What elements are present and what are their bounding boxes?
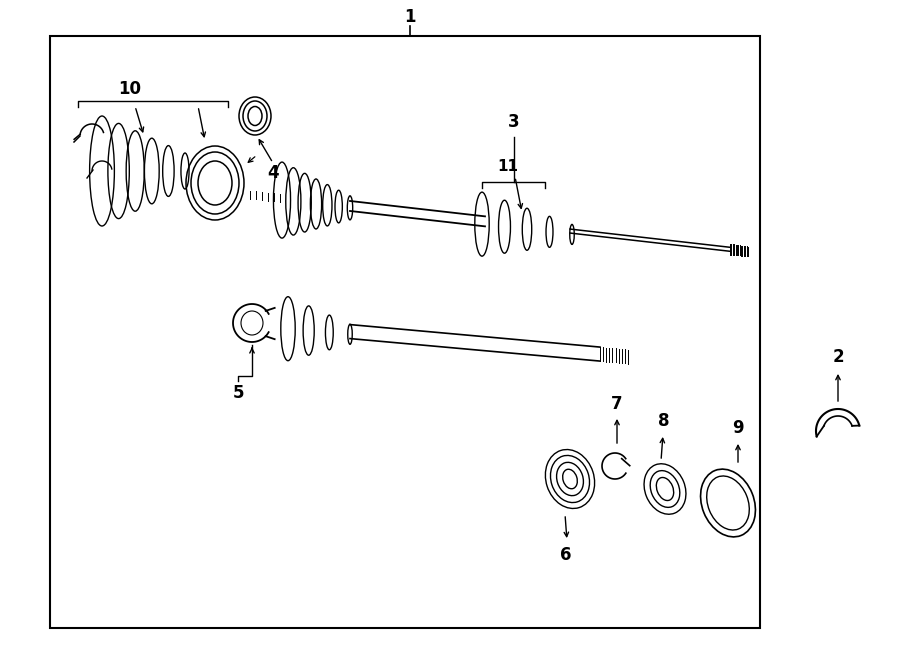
Text: 2: 2 <box>832 348 844 366</box>
Text: 10: 10 <box>119 80 141 98</box>
Text: 1: 1 <box>404 8 416 26</box>
Text: 6: 6 <box>560 546 572 564</box>
Text: 5: 5 <box>232 384 244 402</box>
Text: 4: 4 <box>267 164 279 182</box>
Text: 9: 9 <box>733 419 743 437</box>
Text: 7: 7 <box>611 395 623 413</box>
Text: 11: 11 <box>498 159 518 174</box>
Text: 3: 3 <box>508 112 519 131</box>
Text: 8: 8 <box>658 412 670 430</box>
Bar <box>50 36 760 628</box>
